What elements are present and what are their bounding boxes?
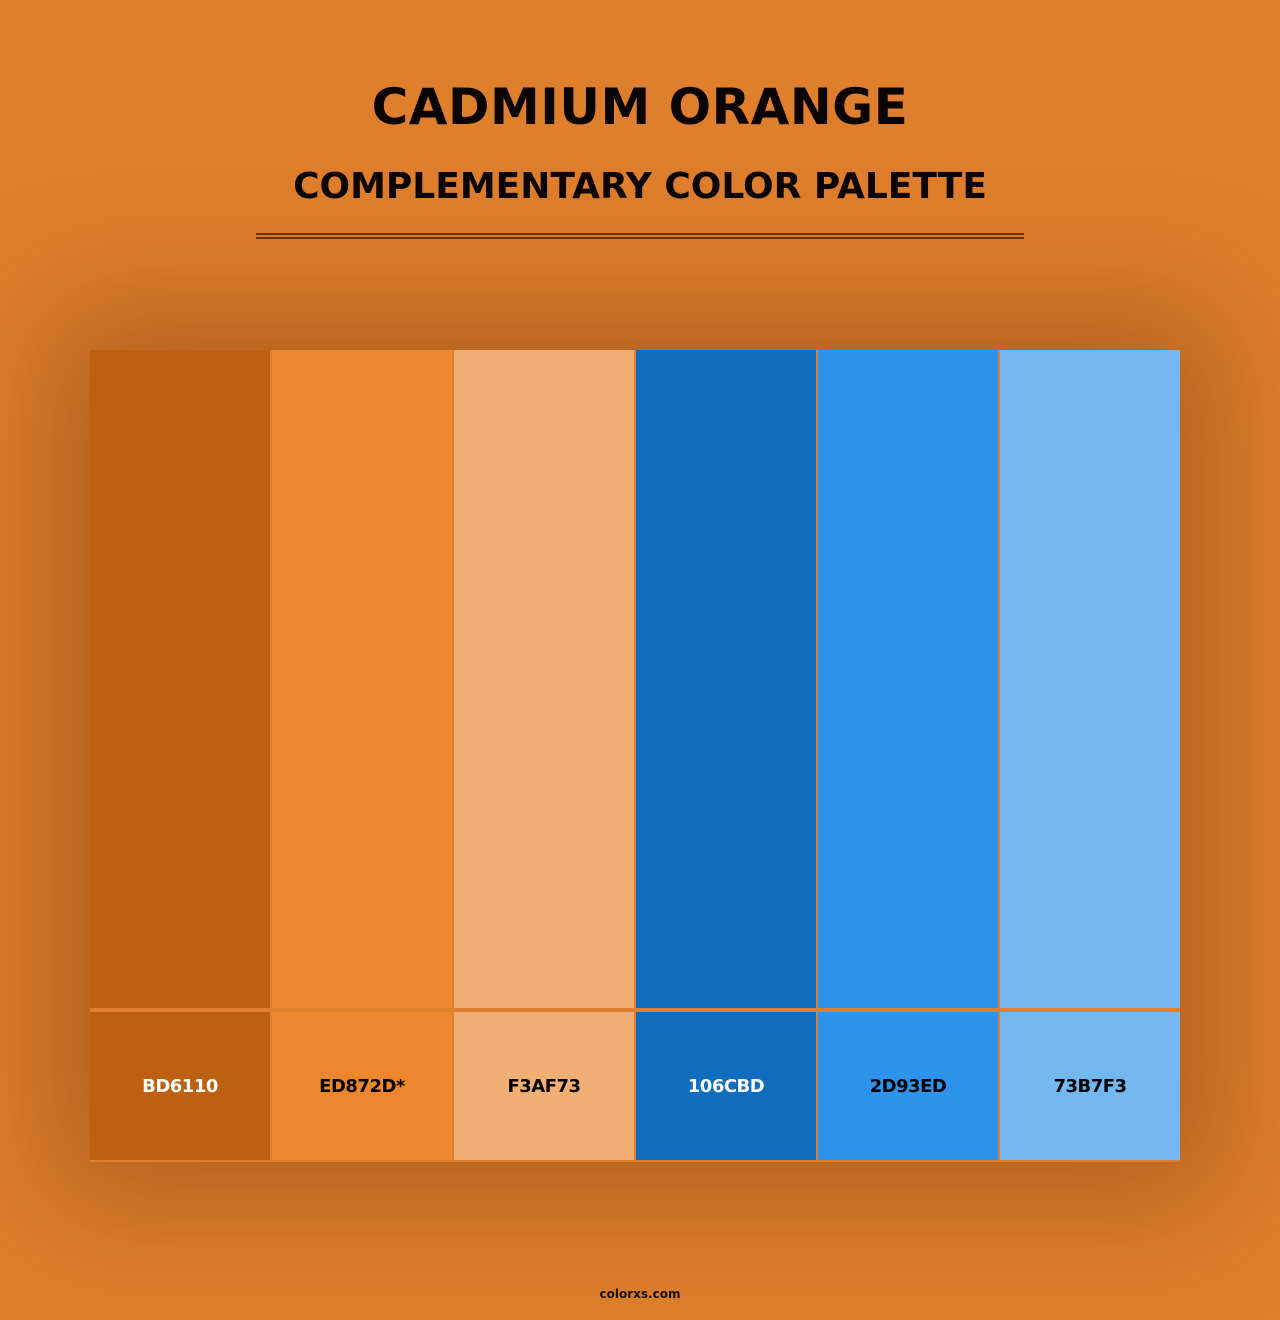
- footer-site-link[interactable]: colorxs.com: [599, 1287, 681, 1301]
- color-hex-label[interactable]: ED872D*: [272, 1012, 452, 1160]
- divider: [256, 233, 1024, 235]
- palette-column: 2D93ED: [818, 350, 998, 1162]
- color-swatch[interactable]: [818, 350, 998, 1008]
- color-palette: BD6110 ED872D* F3AF73 106CBD 2D93ED 73B7…: [90, 350, 1180, 1162]
- color-hex-label[interactable]: 2D93ED: [818, 1012, 998, 1160]
- color-hex-label[interactable]: 73B7F3: [1000, 1012, 1180, 1160]
- page-subtitle: COMPLEMENTARY COLOR PALETTE: [293, 166, 987, 207]
- divider: [256, 237, 1024, 239]
- palette-column: BD6110: [90, 350, 270, 1162]
- color-swatch[interactable]: [636, 350, 816, 1008]
- color-hex-label[interactable]: F3AF73: [454, 1012, 634, 1160]
- palette-column: ED872D*: [272, 350, 452, 1162]
- color-swatch[interactable]: [272, 350, 452, 1008]
- color-swatch[interactable]: [90, 350, 270, 1008]
- color-swatch[interactable]: [1000, 350, 1180, 1008]
- palette-column: 73B7F3: [1000, 350, 1180, 1162]
- color-swatch[interactable]: [454, 350, 634, 1008]
- page-title: CADMIUM ORANGE: [371, 78, 909, 136]
- palette-column: 106CBD: [636, 350, 816, 1162]
- color-hex-label[interactable]: BD6110: [90, 1012, 270, 1160]
- palette-column: F3AF73: [454, 350, 634, 1162]
- color-hex-label[interactable]: 106CBD: [636, 1012, 816, 1160]
